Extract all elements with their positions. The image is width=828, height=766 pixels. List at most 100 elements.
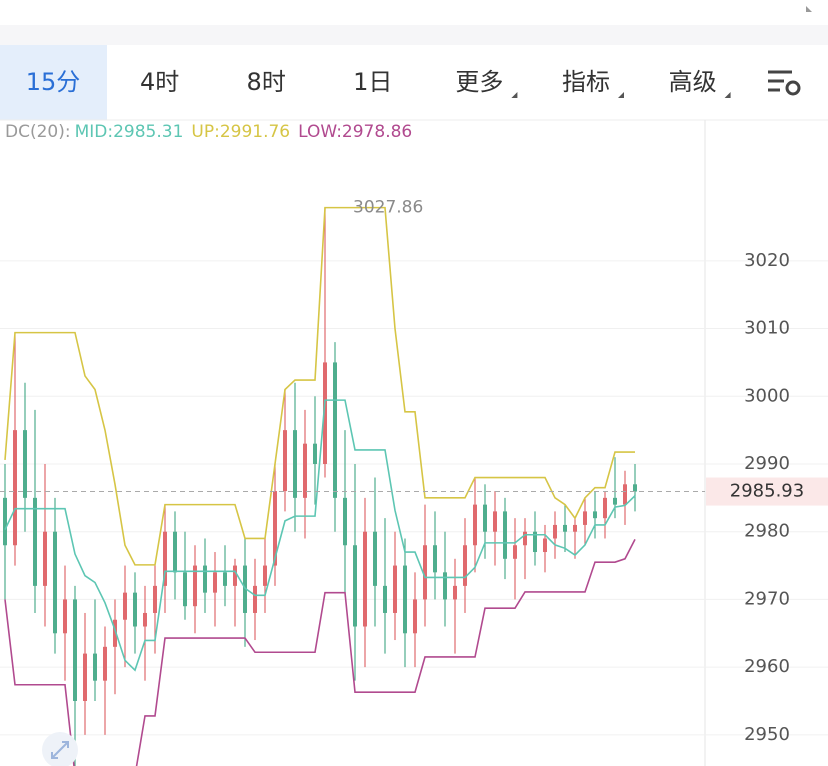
candle-body [303, 443, 307, 498]
tab-menu-arrow [724, 92, 731, 98]
y-tick-label: 2960 [744, 656, 790, 677]
tab[interactable]: 更多 [455, 68, 503, 96]
legend-up: UP:2991.76 [191, 122, 290, 142]
candle-body [333, 362, 337, 498]
candle-body [563, 524, 567, 532]
price-axis: 2950 2960 2970 2980 2990 3000 3010 3020 [744, 250, 790, 745]
candle-body [613, 497, 617, 505]
candle-body [623, 484, 627, 505]
candle-body [253, 585, 257, 613]
candle-body [533, 531, 537, 553]
candle-body [43, 531, 47, 586]
candle-body [103, 646, 107, 681]
candle-body [3, 497, 7, 546]
candle-body [113, 619, 117, 647]
candle-body [183, 572, 187, 607]
candle-body [473, 504, 477, 546]
candle-body [493, 511, 497, 532]
indicator-legend: DC(20): MID:2985.31 UP:2991.76 LOW:2978.86 [5, 122, 412, 142]
candle-body [363, 531, 367, 627]
candle-body [153, 585, 157, 613]
candle-body [403, 565, 407, 634]
candle-body [193, 565, 197, 607]
tab-menu-arrow [511, 92, 518, 98]
candle-body [603, 497, 607, 519]
candle-body [463, 545, 467, 586]
plot-area [3, 206, 637, 766]
tab[interactable]: 1日 [353, 68, 392, 96]
candle-body [163, 531, 167, 586]
candle-body [323, 362, 327, 464]
indicator-line [4, 399, 636, 672]
expand-icon[interactable] [42, 732, 78, 766]
candle-body [203, 565, 207, 593]
candle-body [243, 565, 247, 613]
candle-body [223, 572, 227, 586]
y-tick-label: 3010 [744, 318, 790, 339]
candle-body [423, 545, 427, 600]
candle-body [353, 545, 357, 627]
y-tick-label: 3020 [744, 250, 790, 271]
indicator-name: DC(20): [5, 122, 71, 142]
candle-body [63, 599, 67, 634]
top-band [0, 25, 828, 45]
indicator-line [4, 539, 636, 766]
candle-body [573, 524, 577, 532]
status-icon [806, 6, 812, 12]
candle-body [233, 565, 237, 586]
candle-body [73, 599, 77, 701]
candle-body [483, 504, 487, 532]
candle-body [453, 585, 457, 600]
candle-body [273, 491, 277, 566]
candle-body [523, 531, 527, 546]
tab[interactable]: 15分 [26, 68, 81, 96]
tab[interactable]: 4时 [140, 68, 179, 96]
tab-bar: 15分 4时 8时 1日 更多 指标 高级 [0, 45, 731, 120]
candle-body [393, 565, 397, 613]
candle-body [313, 443, 317, 464]
tab-selected-bg [0, 45, 107, 120]
candle-body [123, 592, 127, 620]
y-tick-label: 2950 [744, 724, 790, 745]
candle-body [633, 484, 637, 492]
candle-body [23, 430, 27, 498]
last-price-label: 2985.93 [730, 481, 804, 502]
candle-body [443, 572, 447, 600]
indicator-line [4, 206, 635, 566]
candle-body [413, 599, 417, 634]
candle-body [83, 653, 87, 701]
candle-body [283, 430, 287, 492]
candle-body [93, 653, 97, 681]
candle-body [213, 572, 217, 593]
y-tick-label: 3000 [744, 385, 790, 406]
y-tick-label: 2980 [744, 521, 790, 542]
candle-body [133, 592, 137, 627]
candle-body [383, 585, 387, 613]
candle-body [553, 524, 557, 539]
grid [0, 260, 828, 736]
candle-body [543, 538, 547, 553]
candle-body [593, 511, 597, 519]
candle-body [583, 511, 587, 525]
legend-low: LOW:2978.86 [298, 122, 412, 142]
tab-menu-arrow [618, 92, 624, 98]
tab[interactable]: 高级 [669, 68, 717, 96]
candle-body [13, 430, 17, 546]
candle-body [503, 511, 507, 559]
candle-body [53, 531, 57, 634]
settings-icon[interactable] [768, 70, 801, 96]
y-tick-label: 2990 [744, 453, 790, 474]
last-price-box [706, 477, 828, 506]
y-tick-label: 2970 [744, 588, 790, 609]
candle-body [143, 612, 147, 627]
candle-body [173, 531, 177, 573]
legend-mid: MID:2985.31 [75, 122, 184, 142]
tab[interactable]: 指标 [562, 68, 610, 96]
candle-body [33, 497, 37, 586]
candle-body [513, 545, 517, 559]
max-label: 3027.86 [353, 198, 423, 218]
candle-body [433, 545, 437, 573]
tab[interactable]: 8时 [247, 68, 286, 96]
